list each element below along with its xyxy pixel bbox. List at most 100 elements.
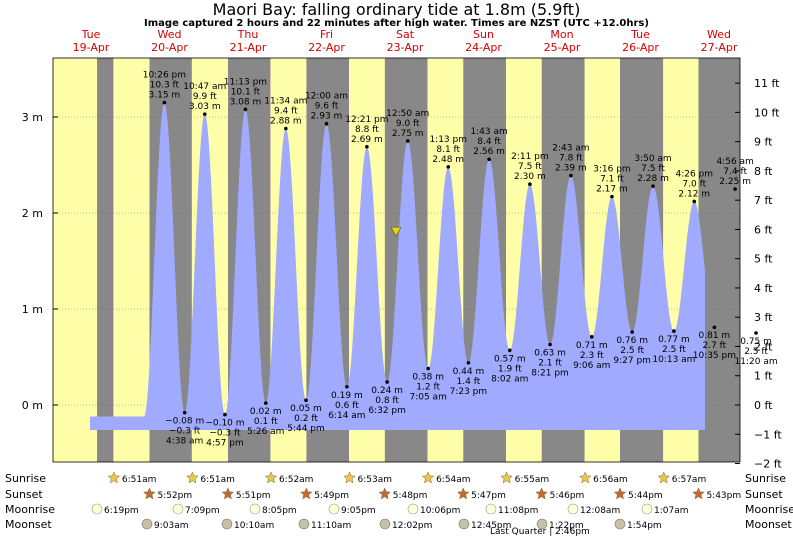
day-name: Wed — [158, 28, 182, 41]
extreme-m: 2.28 m — [637, 174, 669, 184]
sunset-time: 5:51pm — [236, 491, 271, 501]
sunrise-row-label-right: Sunrise — [745, 472, 786, 485]
extreme-point — [692, 199, 697, 204]
day-name: Sat — [396, 28, 415, 41]
extreme-ft: 2.5 ft — [662, 345, 686, 355]
extreme-time: 10:13 am — [652, 355, 695, 365]
extreme-m: 0.02 m — [250, 407, 282, 417]
sun-icon — [578, 471, 592, 484]
y-tick-label-ft: 9 ft — [754, 136, 773, 149]
extreme-m: 2.39 m — [555, 164, 587, 174]
extreme-time: 10:35 pm — [693, 351, 736, 361]
extreme-ft: 0.1 ft — [254, 417, 278, 427]
sunrise-time: 6:52am — [279, 475, 314, 485]
extreme-m: 0.75 m — [740, 337, 772, 347]
extreme-time: 6:14 am — [328, 411, 365, 421]
sunset-time: 5:48pm — [393, 491, 428, 501]
extreme-ft: 7.5 ft — [518, 162, 542, 172]
day-name: Tue — [81, 28, 101, 41]
day-date: 21-Apr — [230, 41, 267, 54]
moonset-icon — [458, 518, 470, 530]
extreme-point — [712, 325, 717, 330]
extreme-time: 4:56 am — [716, 157, 753, 167]
extreme-time: 11:34 am — [264, 97, 307, 107]
day-date: 23-Apr — [387, 41, 424, 54]
sun-icon — [535, 487, 548, 500]
extreme-time: 11:13 pm — [224, 77, 267, 87]
extreme-ft: 7.0 ft — [682, 179, 706, 189]
sun-icon — [221, 487, 235, 500]
extreme-time: 12:21 pm — [345, 115, 388, 125]
y-tick-label-ft: 5 ft — [754, 253, 773, 266]
extreme-m: 0.71 m — [576, 341, 608, 351]
extreme-time: 4:57 pm — [206, 439, 244, 449]
sunset-row-label-right: Sunset — [745, 488, 783, 501]
extreme-time: 12:50 am — [386, 109, 429, 119]
sunset-time: 5:52pm — [157, 491, 192, 501]
extreme-ft: 2.1 ft — [538, 359, 562, 369]
extreme-point — [733, 187, 737, 191]
extreme-time: 8:02 am — [491, 374, 528, 384]
sunrise-row-label: Sunrise — [5, 472, 46, 485]
moonrise-icon — [328, 503, 340, 515]
day-name: Tue — [630, 28, 650, 41]
moonset-icon — [614, 518, 626, 530]
extreme-point — [487, 157, 491, 162]
extreme-time: 8:21 pm — [531, 369, 569, 379]
extreme-time: 1:13 pm — [429, 135, 467, 145]
moonrise-time: 7:09pm — [185, 506, 220, 516]
extreme-m: 0.81 m — [699, 331, 731, 341]
moonset-time: 11:10am — [311, 521, 351, 531]
day-date: 19-Apr — [73, 41, 110, 54]
y-tick-label-ft: 2 ft — [754, 340, 773, 353]
extreme-m: 0.05 m — [290, 404, 322, 414]
extreme-m: 0.44 m — [453, 367, 485, 377]
extreme-m: 2.48 m — [432, 155, 464, 165]
extreme-time: 10:26 pm — [143, 71, 186, 81]
extreme-point — [243, 107, 248, 112]
moonrise-icon — [567, 503, 579, 515]
current-marker — [390, 226, 402, 237]
extreme-point — [446, 165, 451, 169]
sunrise-time: 6:53am — [358, 475, 393, 485]
y-tick-label-ft: 6 ft — [754, 223, 773, 236]
sunset-time: 5:46pm — [550, 491, 585, 501]
page-title: Maori Bay: falling ordinary tide at 1.8m… — [212, 0, 581, 19]
extreme-ft: 9.6 ft — [315, 102, 339, 112]
y-tick-label-ft: 4 ft — [754, 282, 773, 295]
sun-icon — [143, 487, 156, 500]
moonrise-icon — [91, 503, 103, 515]
y-tick-label-ft: 7 ft — [754, 194, 773, 207]
extreme-point — [651, 184, 655, 188]
y-tick-label-ft: −2 ft — [754, 458, 782, 471]
extreme-ft: 9.9 ft — [193, 92, 217, 102]
extreme-ft: −0.3 ft — [169, 427, 201, 437]
sunset-time: 5:49pm — [314, 491, 349, 501]
extreme-ft: 7.1 ft — [600, 175, 624, 185]
axes: 0 m 1 m 2 m 3 m −2 ft −1 ft 0 ft 1 ft 2 ft 3 ft 4 … — [22, 57, 782, 471]
sunrise-time: 6:56am — [593, 475, 628, 485]
extreme-m: 2.25 m — [719, 177, 751, 187]
moon-phase-note: Last Quarter | 2:46pm — [490, 527, 590, 537]
extreme-ft: 9.4 ft — [274, 107, 298, 117]
extreme-time: 7:05 am — [409, 393, 446, 403]
moonset-row-label-right: Moonset — [745, 518, 792, 531]
extreme-m: −0.08 m — [165, 417, 204, 427]
extreme-time: 10:47 am — [183, 82, 226, 92]
sun-icon — [613, 487, 627, 500]
extreme-point — [630, 330, 634, 334]
extreme-point — [304, 398, 308, 403]
extreme-ft: 8.4 ft — [477, 137, 501, 147]
extreme-ft: 7.8 ft — [559, 154, 583, 164]
extreme-m: 0.76 m — [616, 336, 648, 346]
extreme-point — [162, 100, 167, 105]
y-tick-label-ft: 0 ft — [754, 399, 773, 412]
moonset-time: 1:22pm — [549, 521, 584, 531]
sunrise-time: 6:54am — [436, 475, 471, 485]
sun-icon — [456, 487, 470, 500]
extreme-point — [672, 329, 676, 333]
extreme-time: 1:43 am — [470, 127, 507, 137]
moonset-time: 9:03am — [154, 521, 189, 531]
extreme-ft: 0.2 ft — [294, 414, 318, 424]
